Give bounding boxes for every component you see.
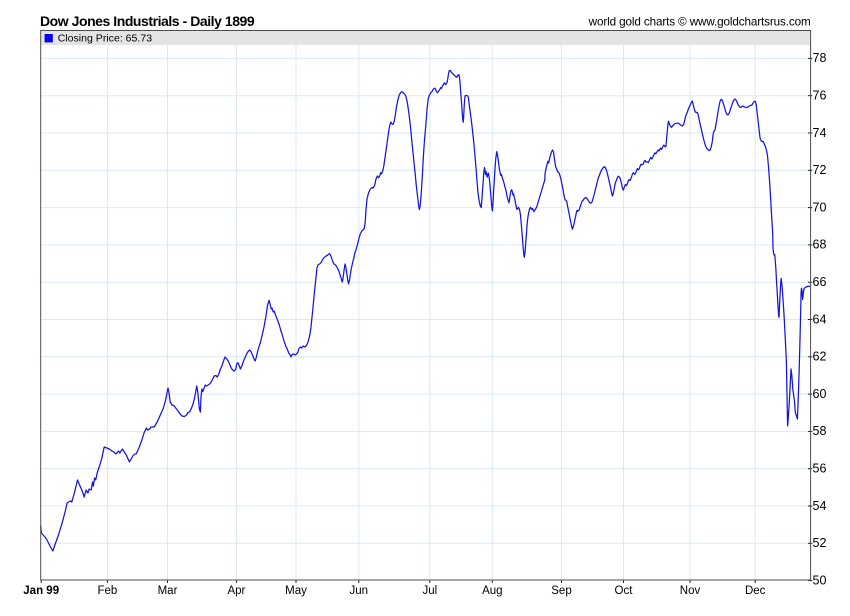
svg-text:world gold charts © www.goldch: world gold charts © www.goldchartsrus.co… [588, 16, 811, 29]
svg-text:Sep: Sep [551, 585, 571, 597]
svg-text:Nov: Nov [680, 585, 701, 597]
svg-text:Closing Price: 65.73: Closing Price: 65.73 [58, 33, 153, 45]
svg-text:74: 74 [813, 126, 827, 140]
svg-text:64: 64 [813, 312, 827, 326]
svg-text:Jan 99: Jan 99 [23, 585, 59, 597]
svg-text:62: 62 [813, 350, 827, 364]
svg-text:70: 70 [813, 200, 827, 214]
svg-text:50: 50 [813, 573, 827, 587]
svg-text:Jun: Jun [350, 585, 369, 597]
svg-text:58: 58 [813, 424, 827, 438]
svg-text:Aug: Aug [482, 585, 502, 597]
svg-text:54: 54 [813, 499, 827, 513]
svg-text:66: 66 [813, 275, 827, 289]
svg-text:78: 78 [813, 51, 827, 65]
svg-text:52: 52 [813, 536, 827, 550]
svg-text:Apr: Apr [227, 585, 245, 597]
svg-text:Feb: Feb [97, 585, 117, 597]
svg-text:Mar: Mar [158, 585, 178, 597]
svg-text:60: 60 [813, 387, 827, 401]
svg-text:56: 56 [813, 462, 827, 476]
svg-text:Dow Jones Industrials - Daily: Dow Jones Industrials - Daily 1899 [40, 13, 255, 29]
svg-text:68: 68 [813, 238, 827, 252]
svg-text:72: 72 [813, 163, 827, 177]
svg-text:Jul: Jul [422, 585, 437, 597]
svg-text:May: May [285, 585, 307, 597]
svg-text:76: 76 [813, 89, 827, 103]
svg-text:Oct: Oct [615, 585, 634, 597]
svg-text:Dec: Dec [745, 585, 766, 597]
